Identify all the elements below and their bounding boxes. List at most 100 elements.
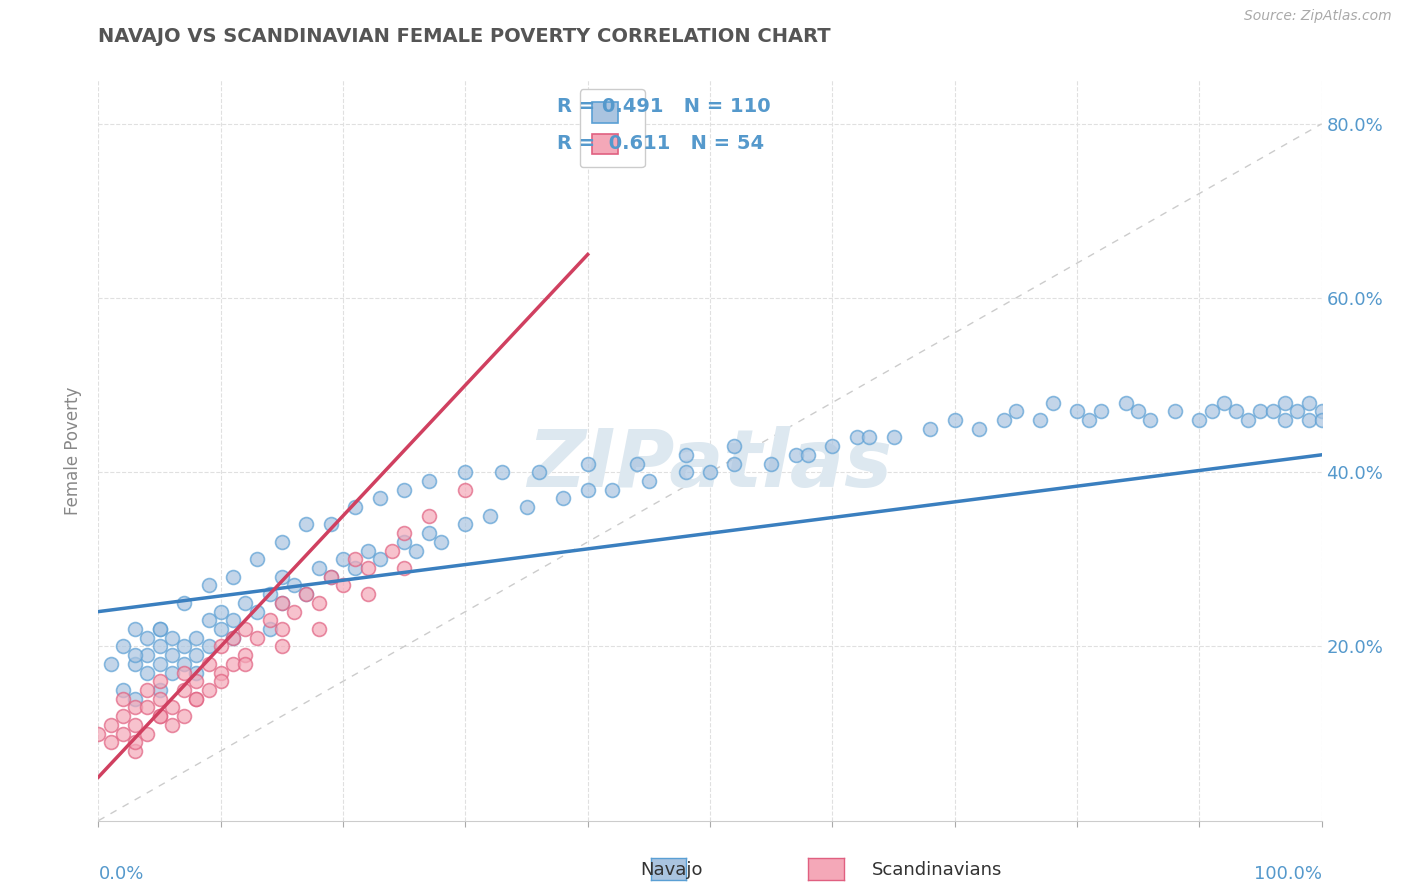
- Point: [675, 448, 697, 462]
- Point: [1298, 395, 1320, 409]
- Point: [100, 735, 122, 749]
- Point: [1090, 404, 1112, 418]
- Point: [136, 631, 159, 645]
- Point: [186, 648, 208, 662]
- Point: [858, 430, 880, 444]
- Point: [1298, 413, 1320, 427]
- Point: [1004, 404, 1026, 418]
- Point: [392, 526, 416, 541]
- Point: [160, 631, 183, 645]
- Point: [160, 718, 183, 732]
- Point: [454, 517, 477, 532]
- Point: [197, 657, 219, 671]
- Point: [943, 413, 966, 427]
- Point: [637, 474, 661, 488]
- Point: [222, 570, 245, 584]
- Point: [845, 430, 868, 444]
- Point: [136, 683, 159, 698]
- Point: [246, 552, 269, 566]
- Point: [283, 605, 305, 619]
- Point: [1139, 413, 1161, 427]
- Point: [270, 596, 294, 610]
- Point: [111, 726, 134, 740]
- Point: [308, 622, 330, 636]
- Point: [418, 474, 440, 488]
- Point: [332, 578, 354, 592]
- Point: [136, 665, 159, 680]
- Point: [186, 631, 208, 645]
- Point: [197, 683, 219, 698]
- Point: [209, 665, 232, 680]
- Point: [1078, 413, 1101, 427]
- Text: Navajo: Navajo: [641, 861, 703, 879]
- Point: [1250, 404, 1272, 418]
- Point: [111, 691, 134, 706]
- Point: [136, 648, 159, 662]
- Point: [920, 422, 942, 436]
- Point: [124, 744, 146, 758]
- Point: [149, 622, 172, 636]
- Point: [259, 622, 281, 636]
- Text: R = 0.491   N = 110: R = 0.491 N = 110: [557, 96, 770, 116]
- Point: [392, 483, 416, 497]
- Point: [270, 596, 294, 610]
- Text: ZIPatlas: ZIPatlas: [527, 426, 893, 504]
- Point: [553, 491, 575, 506]
- Point: [295, 517, 318, 532]
- Point: [1128, 404, 1150, 418]
- Point: [527, 465, 550, 479]
- Point: [124, 700, 146, 714]
- Point: [1274, 413, 1296, 427]
- Point: [356, 543, 378, 558]
- Point: [1310, 413, 1333, 427]
- Point: [491, 465, 513, 479]
- Point: [186, 665, 208, 680]
- Point: [1261, 404, 1284, 418]
- Point: [111, 709, 134, 723]
- Point: [356, 587, 378, 601]
- Point: [173, 709, 195, 723]
- Point: [1188, 413, 1211, 427]
- Point: [308, 596, 330, 610]
- Point: [100, 718, 122, 732]
- Point: [111, 683, 134, 698]
- Point: [197, 613, 219, 627]
- Point: [368, 491, 391, 506]
- Point: [356, 561, 378, 575]
- Point: [173, 665, 195, 680]
- Text: 100.0%: 100.0%: [1254, 865, 1322, 883]
- Point: [761, 457, 783, 471]
- Point: [136, 700, 159, 714]
- Point: [1029, 413, 1052, 427]
- Point: [160, 665, 183, 680]
- Point: [149, 657, 172, 671]
- Point: [246, 631, 269, 645]
- Point: [1066, 404, 1088, 418]
- Point: [344, 500, 367, 514]
- Point: [576, 483, 599, 497]
- Point: [295, 587, 318, 601]
- Point: [124, 648, 146, 662]
- Point: [209, 622, 232, 636]
- Point: [186, 691, 208, 706]
- Point: [149, 709, 172, 723]
- Point: [124, 735, 146, 749]
- Point: [173, 657, 195, 671]
- Point: [270, 640, 294, 654]
- Point: [100, 657, 122, 671]
- Point: [197, 640, 219, 654]
- Point: [454, 483, 477, 497]
- Point: [392, 561, 416, 575]
- Point: [209, 640, 232, 654]
- Point: [149, 683, 172, 698]
- Point: [1286, 404, 1309, 418]
- Point: [454, 465, 477, 479]
- Point: [222, 631, 245, 645]
- Point: [209, 674, 232, 689]
- Point: [1212, 395, 1234, 409]
- Point: [149, 709, 172, 723]
- Legend: , : ,: [579, 89, 645, 167]
- Point: [821, 439, 844, 453]
- Point: [967, 422, 990, 436]
- Point: [209, 605, 232, 619]
